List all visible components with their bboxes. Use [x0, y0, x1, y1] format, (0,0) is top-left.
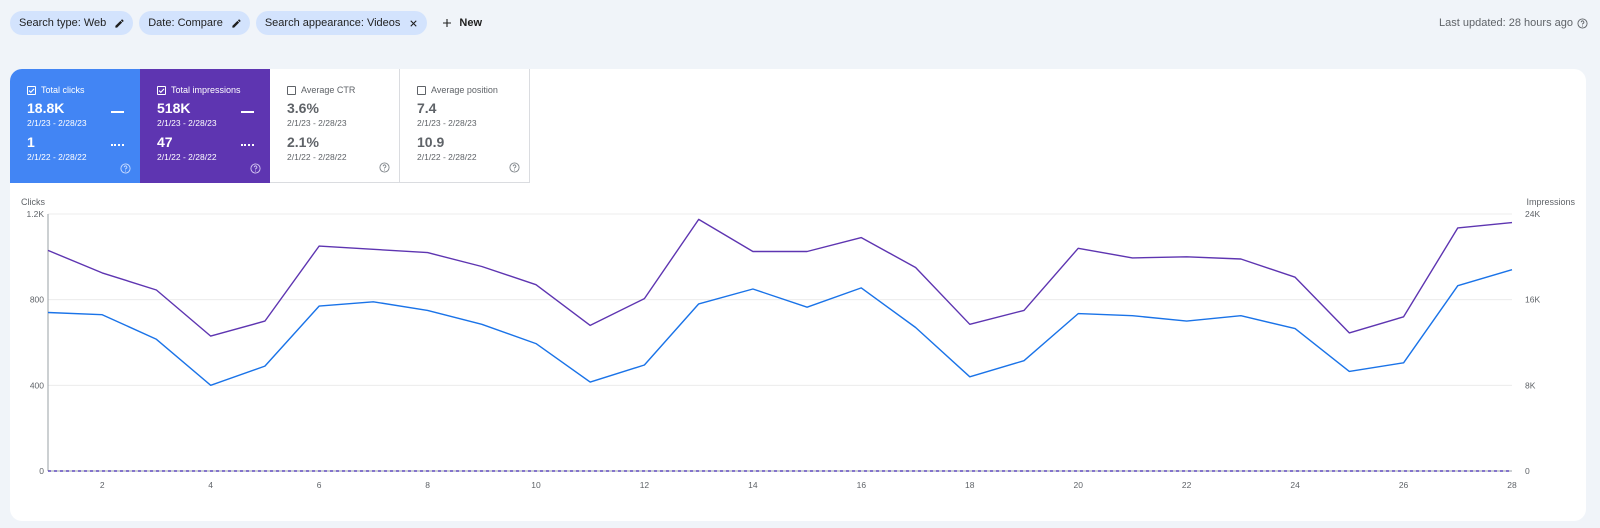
left-axis-title: Clicks [21, 197, 45, 207]
x-axis-tick-label: 16 [857, 480, 867, 490]
metric-compare-range: 2/1/22 - 2/28/22 [157, 152, 217, 162]
filter-chip-label: Search appearance: Videos [264, 17, 401, 29]
x-axis-tick-label: 22 [1182, 480, 1192, 490]
help-icon[interactable] [120, 163, 131, 174]
metric-card-average-position[interactable]: Average position 7.4 2/1/23 - 2/28/23 10… [400, 69, 530, 183]
metric-range: 2/1/23 - 2/28/23 [27, 118, 87, 128]
x-axis-tick-label: 24 [1290, 480, 1300, 490]
help-icon[interactable] [509, 162, 520, 173]
filter-chip-search-appearance[interactable]: Search appearance: Videos [255, 11, 428, 35]
metric-compare-value: 10.9 [417, 134, 445, 150]
metric-card-total-impressions[interactable]: Total impressions 518K 2/1/23 - 2/28/23 … [140, 69, 270, 183]
x-axis-tick-label: 6 [317, 480, 322, 490]
performance-chart[interactable]: Clicks Impressions 0 0 400 8K 800 16K 1.2K 24K 2… [10, 69, 1586, 521]
x-axis-tick-label: 12 [640, 480, 650, 490]
x-axis-tick-label: 14 [748, 480, 758, 490]
last-updated-text: Last updated: 28 hours ago [1439, 17, 1573, 29]
check-icon [28, 87, 35, 93]
x-axis-tick-label: 20 [1073, 480, 1083, 490]
metric-value: 3.6% [287, 100, 319, 116]
new-filter-label: New [459, 17, 483, 29]
filter-bar: Search type: Web Date: Compare Search ap… [10, 11, 1590, 35]
checkbox-unchecked[interactable] [287, 85, 296, 95]
legend-dotted-line [111, 144, 124, 146]
left-axis-tick-label: 400 [30, 380, 44, 390]
right-axis-tick-label: 16K [1525, 295, 1540, 305]
metric-range: 2/1/23 - 2/28/23 [417, 118, 477, 128]
right-axis-tick-label: 8K [1525, 380, 1536, 390]
x-axis-tick-label: 26 [1399, 480, 1409, 490]
right-axis-title: Impressions [1526, 197, 1575, 207]
metric-label: Total impressions [171, 85, 241, 95]
checkbox-checked[interactable] [157, 85, 166, 95]
legend-dotted-line [241, 144, 254, 146]
metric-cards: Total clicks 18.8K 2/1/23 - 2/28/23 1 2/… [10, 69, 530, 183]
legend-solid-line [111, 111, 124, 113]
metric-card-average-ctr[interactable]: Average CTR 3.6% 2/1/23 - 2/28/23 2.1% 2… [270, 69, 400, 183]
plus-icon [443, 19, 452, 27]
left-axis-tick-label: 1.2K [27, 209, 45, 219]
x-axis-tick-label: 2 [100, 480, 105, 490]
left-axis-tick-label: 800 [30, 295, 44, 305]
last-updated: Last updated: 28 hours ago [1439, 17, 1588, 29]
close-icon[interactable] [408, 18, 419, 29]
metric-range: 2/1/23 - 2/28/23 [287, 118, 347, 128]
checkbox-unchecked[interactable] [417, 85, 426, 95]
filter-chip-label: Search type: Web [19, 17, 107, 29]
metric-label: Total clicks [41, 85, 85, 95]
metric-compare-value: 1 [27, 134, 35, 150]
right-axis-tick-label: 24K [1525, 209, 1540, 219]
metric-card-total-clicks[interactable]: Total clicks 18.8K 2/1/23 - 2/28/23 1 2/… [10, 69, 140, 183]
x-axis-tick-label: 28 [1507, 480, 1517, 490]
pencil-icon[interactable] [114, 18, 125, 29]
pencil-icon[interactable] [231, 18, 242, 29]
metric-value: 518K [157, 100, 191, 116]
help-icon[interactable] [1577, 17, 1588, 29]
series-line-1 [47, 269, 1513, 386]
filter-chip-label: Date: Compare [148, 17, 223, 29]
x-axis-tick-label: 4 [208, 480, 213, 490]
performance-card: Total clicks 18.8K 2/1/23 - 2/28/23 1 2/… [10, 69, 1586, 521]
metric-label: Average position [431, 85, 498, 95]
x-axis-tick-label: 18 [965, 480, 975, 490]
metric-value: 18.8K [27, 100, 65, 116]
filter-chip-date[interactable]: Date: Compare [139, 11, 250, 35]
metric-compare-range: 2/1/22 - 2/28/22 [417, 152, 477, 162]
filter-chip-search-type[interactable]: Search type: Web [10, 11, 134, 35]
check-icon [158, 87, 165, 93]
checkbox-checked[interactable] [27, 85, 36, 95]
x-axis-tick-label: 8 [425, 480, 430, 490]
metric-compare-range: 2/1/22 - 2/28/22 [27, 152, 87, 162]
metric-compare-range: 2/1/22 - 2/28/22 [287, 152, 347, 162]
left-axis-tick-label: 0 [39, 466, 44, 476]
series-line-2 [47, 218, 1513, 337]
metric-compare-value: 47 [157, 134, 173, 150]
metric-value: 7.4 [417, 100, 437, 116]
metric-label: Average CTR [301, 85, 356, 95]
help-icon[interactable] [250, 163, 261, 174]
help-icon[interactable] [379, 162, 390, 173]
new-filter-button[interactable]: New [433, 11, 490, 35]
right-axis-tick-label: 0 [1525, 466, 1530, 476]
metric-compare-value: 2.1% [287, 134, 319, 150]
x-axis-tick-label: 10 [531, 480, 541, 490]
metric-range: 2/1/23 - 2/28/23 [157, 118, 217, 128]
legend-solid-line [241, 111, 254, 113]
